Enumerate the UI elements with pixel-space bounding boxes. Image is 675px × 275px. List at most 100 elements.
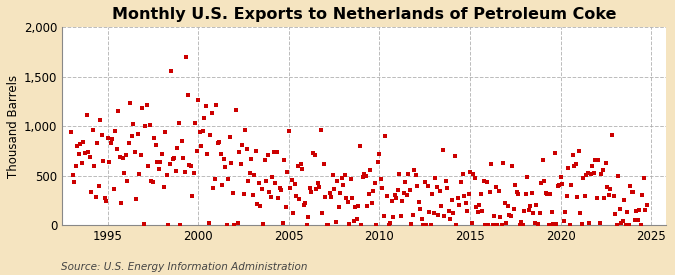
Point xyxy=(513,191,524,196)
Point xyxy=(363,191,374,196)
Point xyxy=(536,181,547,186)
Point xyxy=(111,147,122,151)
Point xyxy=(243,178,254,183)
Point xyxy=(379,214,389,218)
Point xyxy=(128,122,139,127)
Point xyxy=(525,204,536,208)
Point xyxy=(157,152,167,156)
Point xyxy=(639,175,649,180)
Point xyxy=(412,184,423,188)
Point xyxy=(360,173,371,178)
Point xyxy=(342,200,353,204)
Point xyxy=(263,153,273,158)
Point xyxy=(202,152,213,156)
Point xyxy=(176,139,187,144)
Point xyxy=(113,109,124,113)
Point xyxy=(424,210,435,214)
Point xyxy=(632,218,643,222)
Point xyxy=(132,132,143,136)
Point xyxy=(142,102,153,107)
Point xyxy=(541,192,552,196)
Point xyxy=(597,168,608,172)
Point xyxy=(437,148,448,152)
Point xyxy=(406,222,416,227)
Point xyxy=(275,186,286,190)
Point xyxy=(86,190,97,194)
Point xyxy=(120,153,131,157)
Point xyxy=(97,133,107,138)
Point xyxy=(443,209,454,213)
Point xyxy=(196,144,207,149)
Point xyxy=(298,202,309,207)
Point xyxy=(498,161,509,165)
Point xyxy=(144,123,155,128)
Point xyxy=(187,194,198,198)
Point xyxy=(394,172,404,177)
Point xyxy=(265,195,276,199)
Point xyxy=(246,156,256,161)
Point xyxy=(137,105,148,110)
Point xyxy=(427,192,437,196)
Point xyxy=(221,223,232,228)
Point xyxy=(543,223,554,228)
Point xyxy=(474,203,485,207)
Point xyxy=(441,178,452,183)
Point xyxy=(88,164,99,169)
Point xyxy=(136,153,146,157)
Point xyxy=(297,166,308,171)
Point xyxy=(199,116,210,120)
Point xyxy=(551,222,562,226)
Point xyxy=(560,209,570,214)
Point xyxy=(579,193,590,198)
Point xyxy=(354,144,365,149)
Point xyxy=(617,219,628,223)
Point xyxy=(143,164,154,168)
Point xyxy=(170,169,181,174)
Point xyxy=(616,221,626,225)
Point xyxy=(403,172,414,177)
Point xyxy=(80,151,90,155)
Point xyxy=(302,223,313,228)
Point xyxy=(641,203,652,207)
Point xyxy=(419,180,430,184)
Point xyxy=(271,150,282,154)
Point xyxy=(248,173,259,177)
Point xyxy=(514,223,525,228)
Point xyxy=(256,186,267,191)
Point xyxy=(567,153,578,157)
Point xyxy=(431,185,442,189)
Point xyxy=(335,191,346,196)
Point xyxy=(611,223,622,227)
Point xyxy=(346,177,356,182)
Point xyxy=(589,171,599,175)
Point xyxy=(95,118,105,122)
Point xyxy=(416,217,427,221)
Point xyxy=(373,160,383,164)
Point xyxy=(214,140,225,145)
Point xyxy=(290,181,300,186)
Point xyxy=(359,172,370,176)
Point xyxy=(626,190,637,194)
Point xyxy=(169,156,180,160)
Point xyxy=(124,141,134,145)
Point xyxy=(252,202,263,206)
Point xyxy=(284,129,294,133)
Point xyxy=(454,203,465,207)
Point xyxy=(344,222,354,226)
Point xyxy=(448,211,459,216)
Point xyxy=(392,188,403,192)
Point xyxy=(276,187,287,192)
Point xyxy=(151,143,161,147)
Point xyxy=(413,200,424,204)
Point xyxy=(234,150,244,154)
Point xyxy=(404,188,415,192)
Point xyxy=(483,223,493,228)
Point xyxy=(490,185,501,189)
Point xyxy=(315,127,326,132)
Point xyxy=(215,152,226,156)
Point xyxy=(76,160,87,165)
Point xyxy=(270,181,281,186)
Point xyxy=(451,223,462,228)
Point xyxy=(423,184,433,189)
Point xyxy=(261,179,271,184)
